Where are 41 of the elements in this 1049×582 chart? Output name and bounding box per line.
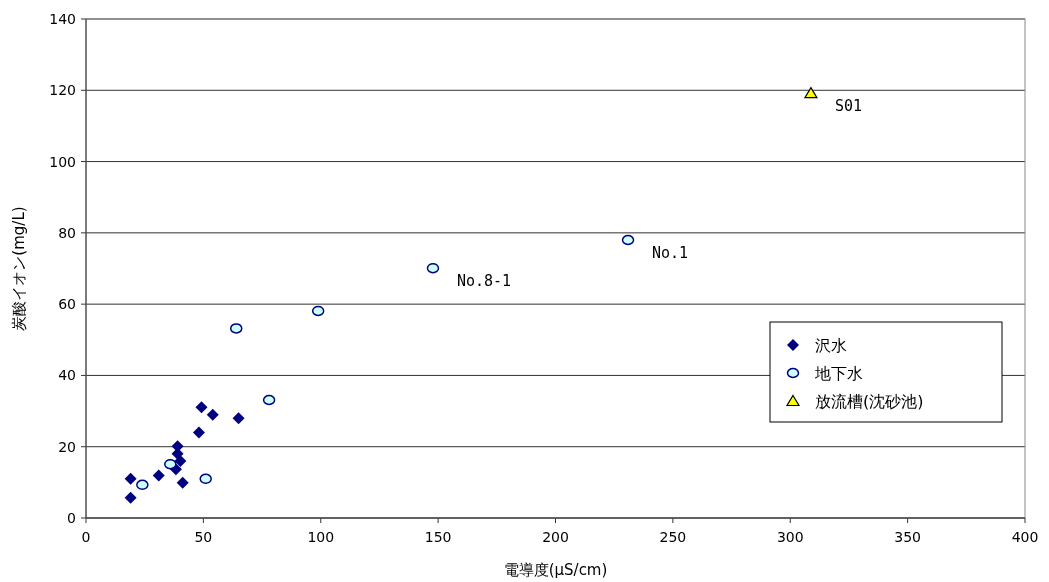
point [192, 426, 205, 439]
x-tick-label: 350 [894, 529, 921, 545]
y-tick-label: 40 [58, 367, 76, 384]
y-tick-label: 0 [67, 510, 76, 526]
y-tick-label: 120 [49, 82, 76, 99]
point [176, 476, 189, 489]
annotation: S01 [834, 97, 862, 116]
legend-label: 地下水 [814, 364, 863, 383]
point [152, 469, 165, 482]
point [206, 408, 219, 421]
point [426, 262, 440, 274]
y-tick-label: 60 [58, 296, 76, 313]
annotation: No.8-1 [456, 272, 512, 291]
x-tick-label: 400 [1011, 529, 1039, 545]
x-tick-label: 50 [194, 529, 213, 545]
x-tick-label: 0 [81, 529, 91, 545]
y-axis-title: 炭酸イオン(mg/L) [10, 206, 28, 331]
legend-label: 放流槽(沈砂池) [815, 392, 924, 411]
point [262, 394, 276, 406]
y-tick-label: 140 [49, 11, 76, 27]
point [311, 305, 325, 317]
point [232, 412, 245, 425]
y-tick-label: 80 [58, 224, 76, 241]
y-tick-label: 100 [49, 153, 76, 170]
point [124, 491, 137, 504]
point [164, 458, 177, 470]
point [621, 234, 635, 246]
y-tick-label: 20 [58, 438, 76, 455]
x-tick-label: 150 [424, 529, 452, 545]
x-tick-label: 200 [542, 529, 569, 545]
x-tick-label: 250 [659, 529, 687, 545]
point [199, 473, 212, 485]
legend-label: 沢水 [815, 336, 847, 355]
point [136, 479, 149, 491]
point [124, 472, 137, 485]
annotation: No.1 [652, 243, 689, 262]
point [195, 401, 208, 414]
point [229, 323, 243, 334]
x-tick-label: 300 [776, 529, 804, 545]
x-tick-label: 100 [307, 529, 335, 545]
x-axis-title: 電導度(μS/cm) [503, 561, 608, 579]
